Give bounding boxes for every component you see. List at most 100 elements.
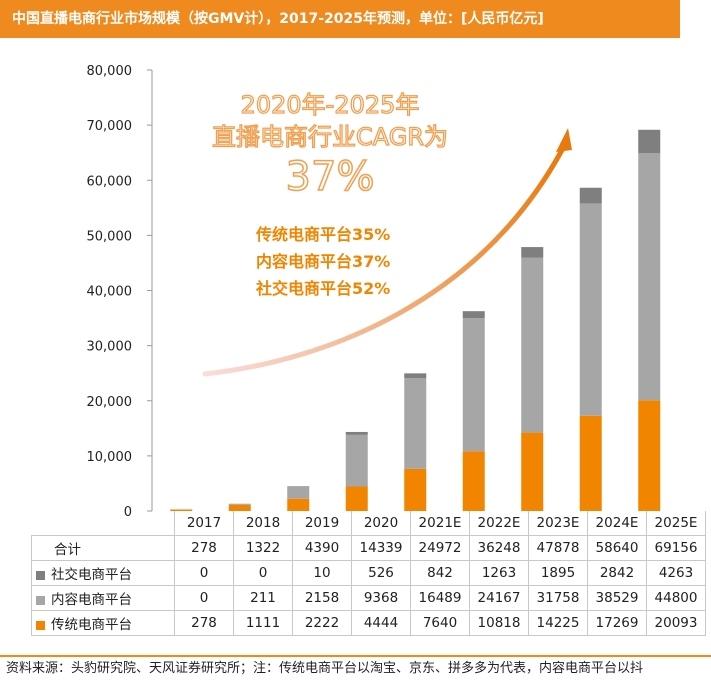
bar-segment	[462, 318, 485, 452]
x-tick-label: 2025E	[646, 511, 706, 536]
bars	[170, 129, 661, 511]
row-label: 社交电商平台	[31, 560, 175, 586]
bar-segment	[638, 400, 661, 511]
table-cell: 0	[233, 560, 293, 586]
legend-label: 社交电商平台	[51, 567, 132, 583]
table-row: 传统电商平台 278 1111 2222 4444 7640 10818 14225 17269…	[31, 610, 706, 636]
table-cell: 526	[351, 560, 411, 586]
table-cell: 2222	[292, 610, 352, 636]
table-row: 合计 278 1322 4390 14339 24972 36248 47878 58640 69…	[31, 535, 706, 561]
bar-segment	[638, 153, 661, 401]
bar-segment	[345, 486, 368, 511]
y-axis: 0 10,000 20,000 30,000 40,000 50,000 60,000 70,…	[87, 64, 153, 520]
table-cell: 36248	[469, 535, 529, 561]
note-traditional: 传统电商平台35%	[255, 225, 390, 244]
bar-segment	[521, 432, 544, 511]
bar-segment	[521, 257, 544, 433]
note-social: 社交电商平台52%	[255, 279, 390, 298]
table-cell: 14225	[528, 610, 588, 636]
x-tick-label: 2020	[351, 511, 411, 536]
table-cell: 16489	[410, 585, 470, 611]
table-cell: 10	[292, 560, 352, 586]
bar-segment	[345, 434, 368, 487]
row-label: 传统电商平台	[31, 610, 175, 636]
bar-segment	[287, 486, 310, 487]
legend-swatch	[36, 595, 45, 605]
source-note: 资料来源：头豹研究院、天风证券研究所；注：传统电商平台以淘宝、京东、拼多多为代表…	[0, 655, 711, 681]
cagr-annotation: 2020年-2025年 直播电商行业CAGR为 37%	[211, 90, 448, 200]
legend-label: 传统电商平台	[51, 617, 132, 633]
table-cell: 211	[233, 585, 293, 611]
bar-segment	[287, 498, 310, 511]
bar-segment	[462, 451, 485, 511]
x-tick-label: 2017	[174, 511, 234, 536]
table-cell: 31758	[528, 585, 588, 611]
row-label: 合计	[31, 535, 175, 561]
table-cell: 4444	[351, 610, 411, 636]
table-cell: 10818	[469, 610, 529, 636]
table-cell: 1895	[528, 560, 588, 586]
bar-segment	[345, 431, 368, 435]
chart-title: 中国直播电商行业市场规模（按GMV计），2017-2025年预测，单位：[人民币…	[0, 0, 680, 38]
bar-segment	[579, 187, 602, 204]
table-cell: 17269	[587, 610, 647, 636]
table-cell: 1263	[469, 560, 529, 586]
bar-segment	[638, 129, 661, 154]
y-tick-label: 0	[124, 505, 132, 520]
bar-segment	[228, 503, 251, 505]
bar-segment	[579, 203, 602, 416]
table-cell: 4263	[646, 560, 706, 586]
y-tick-label: 60,000	[87, 174, 133, 189]
y-tick-label: 40,000	[87, 285, 133, 300]
growth-arrow-curve	[202, 147, 565, 377]
y-tick-label: 50,000	[87, 229, 133, 244]
legend-swatch	[36, 570, 45, 580]
segment-growth-notes: 传统电商平台35% 内容电商平台37% 社交电商平台52%	[255, 225, 390, 298]
table-cell: 69156	[646, 535, 706, 561]
table-cell: 47878	[528, 535, 588, 561]
x-tick-label: 2024E	[587, 511, 647, 536]
growth-arrow-head	[556, 128, 572, 152]
table-cell: 278	[174, 610, 234, 636]
table-cell: 9368	[351, 585, 411, 611]
x-tick-label: 2022E	[469, 511, 529, 536]
row-label: 内容电商平台	[31, 585, 175, 611]
table-cell: 1111	[233, 610, 293, 636]
bar-segment	[462, 311, 485, 319]
legend-swatch	[36, 620, 45, 630]
x-tick-label: 2021E	[410, 511, 470, 536]
table-cell: 58640	[587, 535, 647, 561]
table-row: 社交电商平台 0 0 10 526 842 1263 1895 2842 4263	[31, 560, 706, 586]
table-cell: 2842	[587, 560, 647, 586]
bar-segment	[404, 373, 427, 378]
table-corner	[32, 511, 175, 536]
table-cell: 44800	[646, 585, 706, 611]
x-tick-label: 2023E	[528, 511, 588, 536]
table-cell: 0	[174, 560, 234, 586]
x-tick-label: 2019	[292, 511, 352, 536]
x-tick-label: 2018	[233, 511, 293, 536]
table-cell: 20093	[646, 610, 706, 636]
cagr-line-1: 2020年-2025年	[241, 91, 420, 119]
bar-segment	[228, 504, 251, 511]
bar-segment	[170, 509, 193, 511]
table-cell: 842	[410, 560, 470, 586]
table-cell: 7640	[410, 610, 470, 636]
table-cell: 1322	[233, 535, 293, 561]
cagr-line-2: 直播电商行业CAGR为	[212, 123, 448, 151]
data-table: 2017 2018 2019 2020 2021E 2022E 2023E 2024E 2025…	[31, 511, 706, 636]
y-tick-label: 70,000	[87, 119, 133, 134]
table-cell: 4390	[292, 535, 352, 561]
table-cell: 2158	[292, 585, 352, 611]
table-cell: 0	[174, 585, 234, 611]
y-tick-label: 80,000	[87, 64, 133, 79]
bar-segment	[579, 415, 602, 511]
legend-label: 内容电商平台	[51, 592, 132, 608]
bar-segment	[287, 486, 310, 499]
bar-segment	[404, 468, 427, 511]
y-tick-label: 10,000	[87, 450, 133, 465]
cagr-value: 37%	[286, 154, 375, 200]
note-content: 内容电商平台37%	[256, 252, 390, 271]
table-cell: 14339	[351, 535, 411, 561]
